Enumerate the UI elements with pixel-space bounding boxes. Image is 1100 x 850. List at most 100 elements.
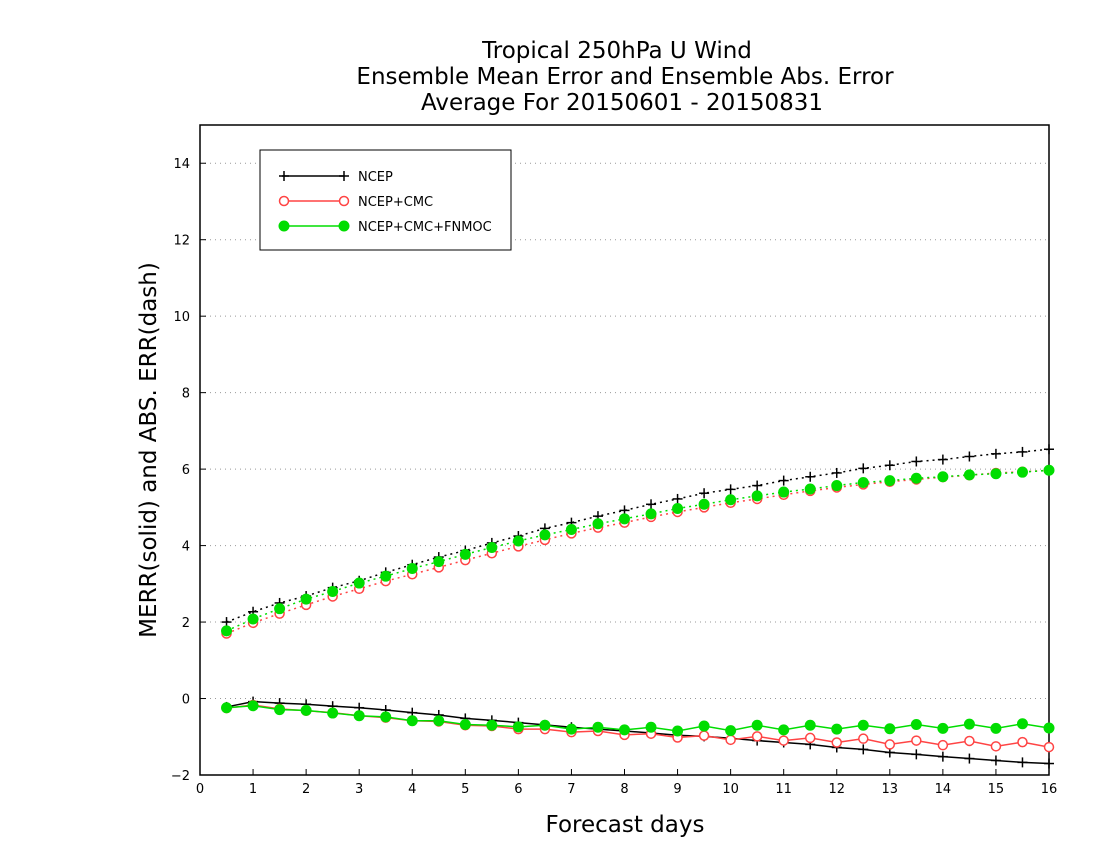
x-tick-label: 2: [302, 782, 310, 797]
series-1: [221, 465, 1055, 753]
point-merr: [380, 711, 392, 723]
legend-label: NCEP+CMC: [358, 195, 433, 210]
point-abserr: [539, 529, 551, 541]
point-abserr: [221, 625, 233, 637]
point-merr: [274, 704, 286, 716]
y-tick-label: 14: [173, 157, 190, 172]
point-abserr: [1044, 444, 1054, 455]
point-merr: [964, 753, 975, 764]
y-tick-label: 12: [173, 234, 190, 249]
x-axis-label: Forecast days: [546, 812, 705, 838]
point-merr: [565, 723, 577, 735]
x-tick-label: 8: [620, 782, 628, 797]
x-tick-label: 1: [249, 782, 257, 797]
point-abserr: [831, 467, 842, 478]
point-merr: [858, 744, 869, 755]
y-tick-label: 0: [182, 693, 190, 708]
x-tick-label: 13: [882, 782, 899, 797]
point-merr: [406, 715, 418, 727]
point-merr: [937, 739, 949, 751]
point-abserr: [380, 570, 392, 582]
series-0: [221, 444, 1054, 769]
point-merr: [937, 751, 948, 762]
point-abserr: [300, 593, 312, 605]
point-merr: [778, 724, 790, 736]
y-tick-label: 8: [182, 387, 190, 402]
point-merr: [645, 721, 657, 733]
point-abserr: [805, 471, 816, 482]
series-2: [221, 464, 1055, 737]
x-tick-label: 6: [514, 782, 522, 797]
point-merr: [884, 723, 896, 735]
point-merr: [1043, 722, 1055, 734]
point-merr: [1017, 736, 1028, 748]
x-tick-label: 4: [408, 782, 416, 797]
point-merr: [592, 721, 604, 733]
point-abserr: [646, 499, 657, 510]
legend-marker-end: [338, 220, 350, 232]
chart-subtitle-2: Average For 20150601 - 20150831: [421, 90, 823, 116]
point-merr: [512, 721, 524, 733]
point-merr: [778, 735, 789, 746]
point-merr: [937, 722, 949, 734]
x-tick-label: 5: [461, 782, 469, 797]
point-merr: [1044, 758, 1054, 769]
series-line-merr: [226, 700, 1050, 765]
point-abserr: [884, 460, 895, 471]
point-merr: [804, 719, 816, 731]
point-abserr: [353, 577, 365, 589]
point-merr: [672, 725, 684, 737]
y-tick-label: −2: [171, 769, 190, 784]
point-abserr: [406, 563, 418, 575]
point-merr: [725, 734, 736, 746]
x-tick-label: 16: [1041, 782, 1058, 797]
point-abserr: [1017, 446, 1028, 457]
point-merr: [963, 718, 975, 730]
point-merr: [698, 730, 710, 741]
point-merr: [804, 732, 816, 744]
point-merr: [619, 724, 630, 736]
point-merr: [751, 719, 763, 731]
point-merr: [247, 700, 259, 712]
point-abserr: [1043, 464, 1055, 476]
legend-marker-start: [278, 195, 290, 207]
series-line-merr: [226, 705, 1050, 732]
point-abserr: [274, 603, 286, 615]
legend-marker-start: [279, 171, 289, 181]
point-merr: [910, 719, 922, 731]
point-merr: [725, 725, 737, 737]
series-line-abserr: [226, 448, 1050, 623]
point-merr: [221, 702, 233, 714]
point-merr: [990, 755, 1001, 766]
point-abserr: [619, 513, 630, 525]
point-abserr: [672, 503, 684, 514]
point-merr: [751, 731, 763, 742]
point-abserr: [778, 475, 789, 486]
point-merr: [1017, 757, 1028, 768]
point-abserr: [910, 472, 922, 484]
y-axis-label: MERR(solid) and ABS. ERR(dash): [136, 262, 162, 638]
point-merr: [884, 739, 896, 750]
point-abserr: [725, 484, 736, 495]
point-abserr: [565, 524, 577, 536]
legend-marker-start: [278, 220, 290, 232]
point-merr: [1043, 741, 1055, 753]
x-tick-label: 10: [722, 782, 739, 797]
y-tick-label: 6: [182, 463, 190, 478]
point-abserr: [884, 475, 896, 487]
point-merr: [300, 704, 312, 716]
point-abserr: [911, 456, 922, 467]
point-abserr: [857, 477, 869, 488]
point-abserr: [778, 486, 790, 498]
x-tick-label: 3: [355, 782, 363, 797]
legend-entry-0: NCEP: [279, 170, 393, 185]
y-tick-label: 4: [182, 540, 190, 555]
series-line-abserr: [226, 469, 1050, 632]
series-line-abserr: [226, 469, 1050, 635]
point-merr: [486, 719, 498, 731]
point-abserr: [751, 490, 763, 502]
point-abserr: [804, 483, 816, 495]
point-abserr: [592, 518, 604, 530]
grid: [200, 162, 1049, 776]
y-tick-label: 2: [182, 616, 190, 631]
